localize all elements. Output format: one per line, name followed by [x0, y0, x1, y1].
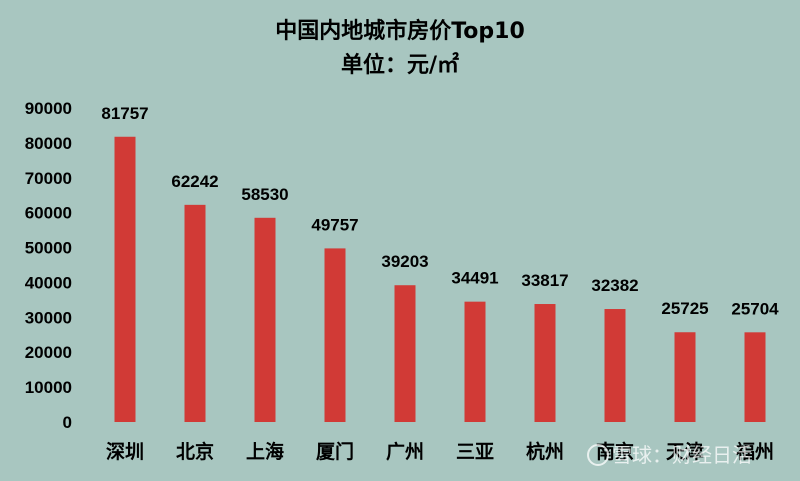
bar [534, 304, 556, 422]
value-labels-group: 81757 62242 58530 49757 39203 34491 33817 32382… [101, 104, 779, 319]
bar [464, 301, 486, 422]
value-label: 62242 [171, 172, 218, 191]
x-tick-label: 厦门 [316, 440, 354, 463]
bar [184, 204, 206, 422]
bar [254, 217, 276, 422]
y-tick-label: 90000 [25, 99, 72, 118]
y-tick-label: 40000 [25, 273, 72, 292]
y-tick-label: 60000 [25, 204, 72, 223]
value-label: 25704 [731, 299, 779, 318]
value-label: 39203 [381, 252, 428, 271]
value-label: 32382 [591, 276, 638, 295]
chart-subtitle: 单位：元/㎡ [341, 52, 459, 78]
x-tick-label: 上海 [246, 440, 284, 463]
x-tick-label: 三亚 [456, 441, 494, 463]
bar [324, 248, 346, 422]
value-label: 49757 [311, 215, 358, 234]
x-tick-label: 深圳 [106, 440, 144, 463]
y-tick-label: 80000 [25, 134, 72, 153]
value-label: 81757 [101, 104, 148, 123]
x-tick-label: 北京 [176, 440, 214, 463]
chart-title: 中国内地城市房价Top10 [275, 18, 525, 44]
watermark-text: 雪球：财经日活 [612, 443, 752, 467]
y-tick-label: 10000 [25, 378, 72, 397]
x-tick-label: 天津 [666, 440, 704, 463]
bar [114, 136, 136, 422]
y-tick-label: 20000 [25, 343, 72, 362]
bar [394, 285, 416, 422]
x-tick-label: 福州 [735, 440, 774, 463]
y-tick-label: 30000 [25, 308, 72, 327]
x-tick-label: 广州 [386, 440, 424, 463]
value-label: 33817 [521, 271, 568, 290]
x-tick-label: 南京 [596, 440, 634, 463]
value-label: 58530 [241, 185, 288, 204]
category-labels-group: 深圳 北京 上海 厦门 广州 三亚 杭州 南京 天津 福州 [106, 440, 774, 463]
x-tick-label: 杭州 [526, 440, 564, 463]
bar [604, 309, 626, 422]
watermark: 雪球：财经日活 [587, 443, 752, 467]
bar [674, 332, 696, 422]
snowball-logo-icon [587, 444, 609, 466]
value-label: 34491 [451, 269, 498, 288]
y-tick-label: 70000 [25, 169, 72, 188]
bars-group [114, 136, 766, 422]
y-tick-label: 0 [63, 413, 72, 432]
y-axis: 0 10000 20000 30000 40000 50000 60000 70000 8000… [25, 99, 72, 432]
value-label: 25725 [661, 299, 708, 318]
bar [744, 332, 766, 422]
y-tick-label: 50000 [25, 239, 72, 258]
